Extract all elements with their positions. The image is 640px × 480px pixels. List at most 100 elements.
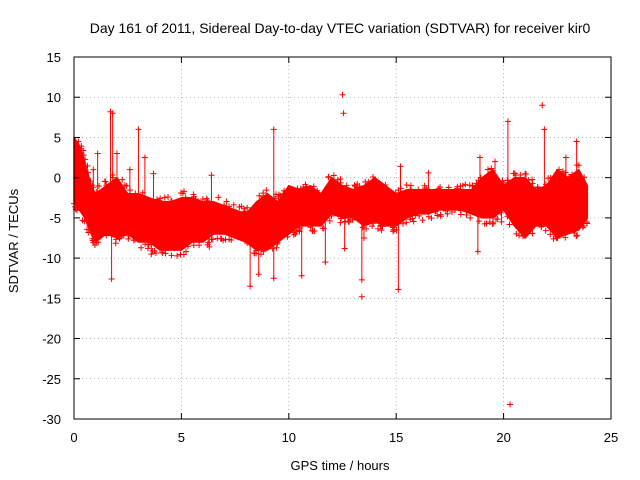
data-band-marker: [168, 198, 175, 205]
data-band-marker: [457, 211, 464, 218]
data-point: [498, 218, 505, 225]
x-tick-label: 10: [282, 430, 296, 445]
data-band-marker: [230, 201, 237, 208]
data-band-marker: [529, 230, 536, 237]
data-band-marker: [112, 236, 119, 243]
y-tick-label: -15: [42, 291, 61, 306]
data-band-marker: [85, 229, 92, 236]
data-band-marker: [334, 176, 341, 183]
data-band-marker: [84, 162, 91, 169]
data-band-marker: [221, 202, 228, 209]
y-tick-label: -10: [42, 251, 61, 266]
data-band-marker: [434, 212, 441, 219]
data-band-marker: [123, 182, 130, 189]
data-band-marker: [328, 213, 335, 220]
data-band-marker: [159, 249, 166, 256]
data-band-marker: [96, 182, 103, 189]
data-band-marker: [180, 251, 187, 258]
data-band-marker: [463, 211, 470, 218]
data-band-marker: [545, 175, 552, 182]
data-band-marker: [435, 185, 442, 192]
data-point: [360, 235, 367, 241]
data-band-marker: [343, 182, 350, 189]
data-point: [150, 170, 157, 177]
data-point: [541, 126, 548, 133]
data-band-marker: [467, 214, 474, 221]
data-band-marker: [542, 227, 549, 234]
data-band-marker: [83, 226, 90, 233]
data-band-marker: [370, 220, 377, 227]
data-band-marker: [75, 138, 82, 145]
data-band-marker: [425, 213, 432, 220]
data-band-marker: [292, 231, 299, 238]
x-tick-label: 15: [389, 430, 403, 445]
data-band-marker: [415, 186, 422, 193]
data-band-marker: [203, 195, 210, 202]
data-band-marker: [565, 173, 572, 180]
data-point: [298, 272, 305, 279]
x-tick-label: 20: [496, 430, 510, 445]
data-band-marker: [476, 218, 483, 225]
data-band-marker: [330, 172, 337, 179]
data-band-marker: [93, 189, 100, 196]
data-band-marker: [419, 217, 426, 224]
data-band-marker: [319, 225, 326, 232]
data-band-marker: [326, 217, 333, 224]
data-point: [135, 126, 142, 133]
data-point: [573, 138, 580, 145]
data-band-marker: [359, 224, 366, 231]
data-band-marker: [569, 171, 576, 178]
data-band-marker: [82, 156, 89, 163]
data-band-marker: [119, 176, 126, 183]
data-band-marker: [174, 252, 181, 259]
data-band-marker: [196, 242, 203, 249]
data-band-marker: [403, 182, 410, 189]
data-band-marker: [342, 218, 349, 225]
data-band-marker: [504, 213, 511, 220]
data-band-marker: [338, 215, 345, 222]
data-band-marker: [500, 179, 507, 186]
data-band-marker: [251, 249, 258, 256]
y-tick-label: -5: [49, 211, 61, 226]
data-band-marker: [555, 166, 562, 173]
data-band-marker: [389, 224, 396, 231]
data-point: [148, 251, 155, 258]
data-band-marker: [573, 233, 580, 240]
data-band-marker: [182, 194, 189, 201]
data-point: [90, 166, 97, 173]
data-band-marker: [506, 221, 513, 228]
data-band-marker: [399, 220, 406, 227]
data-point: [94, 150, 101, 157]
x-axis-ticks: 0 5 10 15 20 25: [70, 57, 618, 445]
data-band-marker: [214, 235, 221, 242]
data-band-marker: [78, 145, 85, 152]
data-band-marker: [125, 235, 132, 242]
data-band-marker: [437, 184, 444, 191]
data-band-marker: [192, 196, 199, 203]
data-point: [539, 102, 546, 109]
data-band-marker: [190, 242, 197, 249]
data-band-marker: [199, 196, 206, 203]
data-band-marker: [525, 177, 532, 184]
data-band-marker: [523, 171, 530, 178]
data-band-marker: [392, 190, 399, 197]
data-point: [397, 163, 404, 170]
data-band-marker: [554, 234, 561, 241]
data-band-marker: [377, 222, 384, 229]
data-band-marker: [448, 209, 455, 216]
data-point: [255, 271, 262, 278]
x-tick-label: 5: [178, 430, 185, 445]
data-point: [341, 245, 348, 252]
data-band-marker: [116, 235, 123, 242]
data-point: [504, 118, 511, 125]
data-band-marker: [293, 227, 300, 234]
data-band-marker: [125, 232, 132, 239]
data-band-marker: [382, 182, 389, 189]
data-band-marker: [481, 220, 488, 227]
data-band-marker: [421, 184, 428, 191]
data-point: [492, 158, 499, 165]
data-band-marker: [80, 152, 87, 159]
y-tick-label: 0: [54, 171, 61, 186]
data-point: [108, 276, 115, 283]
data-band-marker: [325, 173, 332, 180]
